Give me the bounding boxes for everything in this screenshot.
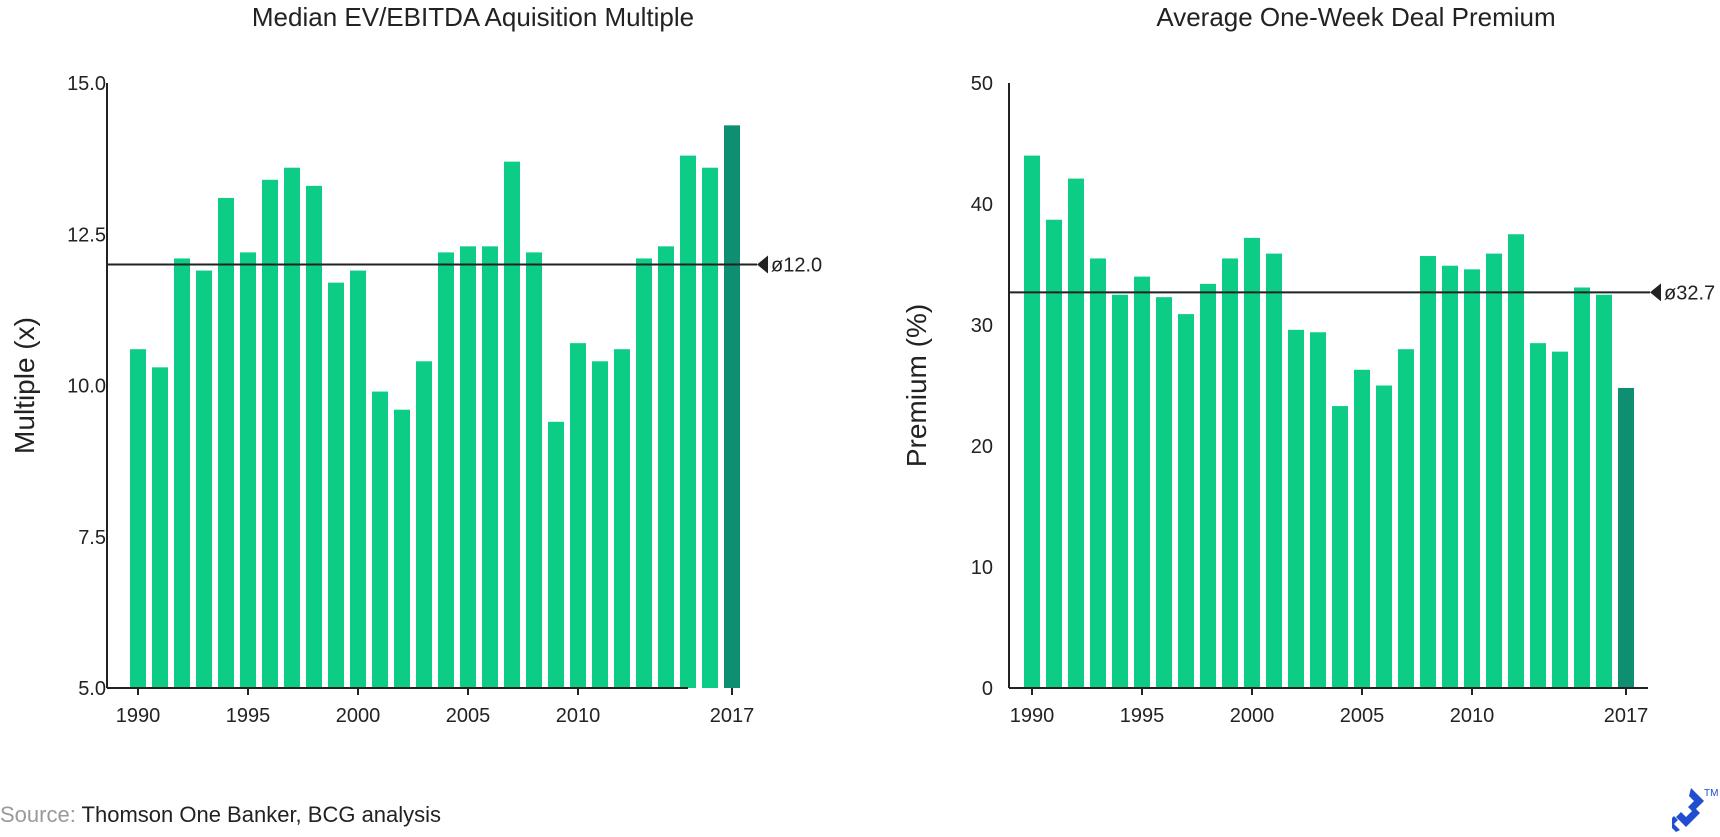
x-tick-label: 2010 [1450, 705, 1495, 727]
average-marker [1650, 283, 1661, 302]
bar-1995 [240, 252, 256, 688]
bar-1992 [1068, 178, 1084, 688]
bar-2013 [636, 258, 652, 688]
bar-2008 [526, 252, 542, 688]
bar-1991 [152, 367, 168, 688]
bar-2012 [614, 349, 630, 688]
bar-1992 [174, 258, 190, 688]
logo-mark [1672, 788, 1704, 832]
y-tick-label: 10 [971, 557, 993, 579]
average-marker [757, 255, 768, 274]
bar-2001 [372, 391, 388, 688]
y-axis-label: Premium (%) [901, 304, 932, 467]
average-label: ø12.0 [771, 255, 822, 277]
bar-2014 [1552, 351, 1568, 688]
bar-2010 [1464, 269, 1480, 688]
y-tick-label: 10.0 [67, 376, 106, 398]
x-tick-label: 1990 [116, 705, 161, 727]
bar-1995 [1134, 276, 1150, 688]
x-tick-label: 2017 [1604, 705, 1649, 727]
bar-2015 [680, 155, 696, 689]
bar-2009 [548, 421, 564, 688]
bar-2017 [1618, 387, 1634, 688]
x-tick-label: 2000 [1230, 705, 1275, 727]
bar-2015 [1574, 287, 1590, 688]
average-label: ø32.7 [1664, 282, 1715, 304]
x-tick-label: 2000 [336, 705, 381, 727]
bar-1997 [1178, 314, 1194, 688]
bar-1990 [1024, 155, 1040, 689]
toptal-logo-icon: TM [1672, 788, 1720, 834]
x-tick-label: 2017 [710, 705, 755, 727]
bar-2012 [1508, 234, 1524, 688]
x-tick-label: 2005 [446, 705, 491, 727]
bar-2007 [1398, 349, 1414, 688]
bar-1993 [1090, 258, 1106, 688]
bar-1990 [130, 349, 146, 688]
bar-2006 [1376, 385, 1392, 688]
logo-trademark: TM [1704, 788, 1719, 799]
bar-1991 [1046, 219, 1062, 689]
bar-2010 [570, 343, 586, 688]
bar-1999 [1222, 258, 1238, 688]
source-text: Thomson One Banker, BCG analysis [81, 802, 442, 827]
bar-1998 [1200, 283, 1216, 688]
bar-2013 [1530, 343, 1546, 688]
chart-title: Average One-Week Deal Premium [1156, 2, 1555, 32]
x-tick-label: 2010 [556, 705, 601, 727]
y-tick-label: 40 [971, 194, 993, 216]
charts-area: Median EV/EBITDA Aquisition Multiple Mult… [9, 2, 1715, 727]
y-tick-label: 50 [971, 73, 993, 95]
x-tick-label: 1995 [226, 705, 271, 727]
bar-2017 [724, 125, 740, 689]
y-tick-label: 15.0 [67, 73, 106, 95]
bar-2001 [1266, 253, 1282, 689]
x-tick-label: 1990 [1010, 705, 1055, 727]
bar-1999 [328, 282, 344, 688]
source-note: Source: Thomson One Banker, BCG analysis [0, 802, 441, 828]
bar-2005 [1354, 369, 1370, 688]
y-tick-label: 5.0 [78, 678, 106, 700]
bar-1993 [196, 270, 212, 688]
y-tick-label: 7.5 [78, 527, 106, 549]
bar-2004 [438, 252, 454, 688]
y-axis-label: Multiple (x) [9, 317, 40, 454]
y-tick-label: 12.5 [67, 224, 106, 246]
bar-2002 [394, 409, 410, 688]
bar-2008 [1420, 256, 1436, 688]
x-tick-label: 1995 [1120, 705, 1165, 727]
bar-2003 [416, 361, 432, 688]
bar-2000 [1244, 237, 1260, 688]
chart-title: Median EV/EBITDA Aquisition Multiple [252, 2, 694, 32]
bar-2016 [702, 167, 718, 688]
source-prefix: Source: [0, 802, 76, 827]
bar-1994 [218, 197, 234, 688]
bar-2005 [460, 246, 476, 688]
bar-2011 [1486, 253, 1502, 689]
y-tick-label: 30 [971, 315, 993, 337]
bar-1996 [1156, 297, 1172, 688]
x-tick-label: 2005 [1340, 705, 1385, 727]
bar-1998 [306, 185, 322, 688]
bar-1997 [284, 167, 300, 688]
bar-2011 [592, 361, 608, 688]
bar-2016 [1596, 294, 1612, 688]
bar-2002 [1288, 329, 1304, 688]
bar-1996 [262, 179, 278, 689]
bar-2000 [350, 270, 366, 688]
y-tick-label: 20 [971, 436, 993, 458]
bar-2004 [1332, 406, 1348, 688]
bar-2007 [504, 161, 520, 688]
bar-2003 [1310, 332, 1326, 688]
bar-2014 [658, 246, 674, 688]
bar-2006 [482, 246, 498, 688]
bar-1994 [1112, 294, 1128, 688]
y-tick-label: 0 [982, 678, 993, 700]
bar-2009 [1442, 265, 1458, 688]
